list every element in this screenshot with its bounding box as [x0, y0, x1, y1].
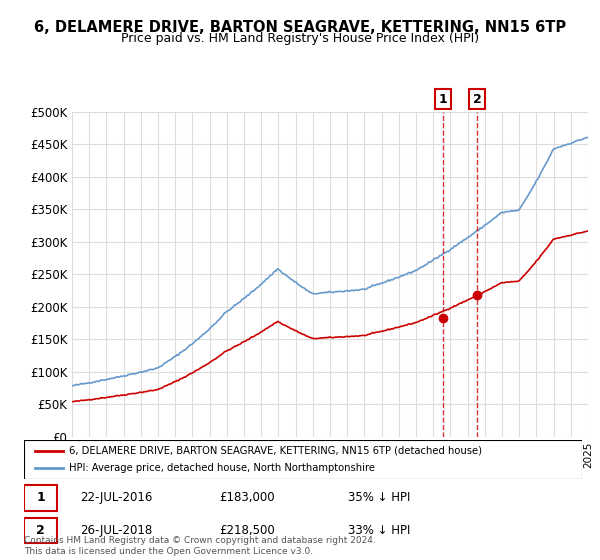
- Text: £183,000: £183,000: [220, 492, 275, 505]
- Text: 22-JUL-2016: 22-JUL-2016: [80, 492, 152, 505]
- Text: 1: 1: [438, 92, 447, 105]
- Text: 26-JUL-2018: 26-JUL-2018: [80, 524, 152, 537]
- Text: Contains HM Land Registry data © Crown copyright and database right 2024.
This d: Contains HM Land Registry data © Crown c…: [24, 536, 376, 556]
- Text: 1: 1: [37, 492, 45, 505]
- Text: 33% ↓ HPI: 33% ↓ HPI: [347, 524, 410, 537]
- Text: 2: 2: [37, 524, 45, 537]
- FancyBboxPatch shape: [24, 485, 58, 511]
- Text: 6, DELAMERE DRIVE, BARTON SEAGRAVE, KETTERING, NN15 6TP: 6, DELAMERE DRIVE, BARTON SEAGRAVE, KETT…: [34, 20, 566, 35]
- Text: HPI: Average price, detached house, North Northamptonshire: HPI: Average price, detached house, Nort…: [68, 463, 374, 473]
- Text: Price paid vs. HM Land Registry's House Price Index (HPI): Price paid vs. HM Land Registry's House …: [121, 32, 479, 45]
- Text: £218,500: £218,500: [220, 524, 275, 537]
- Text: 2: 2: [473, 92, 481, 105]
- FancyBboxPatch shape: [24, 518, 58, 543]
- Text: 35% ↓ HPI: 35% ↓ HPI: [347, 492, 410, 505]
- Text: 6, DELAMERE DRIVE, BARTON SEAGRAVE, KETTERING, NN15 6TP (detached house): 6, DELAMERE DRIVE, BARTON SEAGRAVE, KETT…: [68, 446, 482, 456]
- FancyBboxPatch shape: [24, 440, 582, 479]
